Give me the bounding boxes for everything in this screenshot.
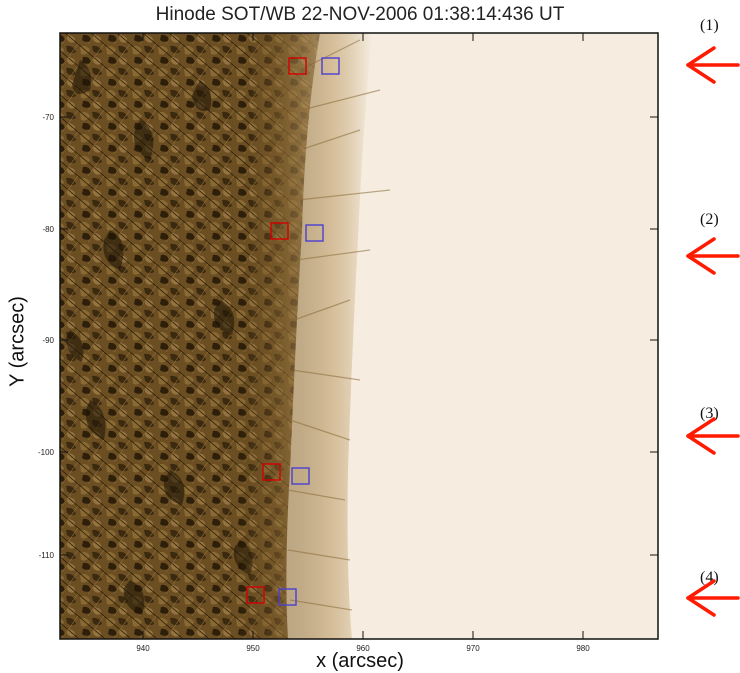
blue-box-1 (321, 57, 340, 75)
spicules (287, 39, 391, 611)
marker-label-3: (3) (700, 405, 719, 422)
arrow-icon-3 (686, 417, 740, 455)
red-box-4 (246, 586, 265, 604)
y-axis (60, 116, 658, 556)
red-box-3 (262, 463, 281, 481)
x-tick-label: 970 (466, 644, 480, 653)
blue-box-3 (291, 467, 310, 485)
red-box-1 (288, 57, 307, 75)
y-tick-label: -110 (39, 551, 55, 560)
x-tick-label: 950 (246, 644, 260, 653)
blue-box-4 (278, 588, 297, 606)
y-axis-label: Y (arcsec) (6, 296, 29, 387)
limb-band (236, 33, 372, 639)
plot-frame (59, 32, 659, 640)
arrow-icon-1 (686, 46, 740, 84)
x-tick-label: 940 (136, 644, 150, 653)
y-tick-label: -80 (42, 225, 54, 234)
arrow-icon-4 (686, 579, 740, 617)
disk-texture (66, 60, 253, 615)
y-tick-label: -90 (42, 336, 54, 345)
arrow-icon-2 (686, 237, 740, 275)
x-axis (142, 33, 584, 639)
red-box-2 (270, 222, 289, 240)
figure-title: Hinode SOT/WB 22-NOV-2006 01:38:14:436 U… (155, 4, 565, 25)
marker-label-2: (2) (700, 211, 719, 228)
marker-label-1: (1) (700, 17, 719, 34)
x-tick-label: 980 (576, 644, 590, 653)
x-axis-label: x (arcsec) (316, 650, 404, 672)
y-tick-label: -70 (42, 113, 54, 122)
y-tick-label: -100 (38, 448, 55, 457)
blue-box-2 (305, 224, 324, 242)
x-tick-label: 960 (356, 644, 370, 653)
